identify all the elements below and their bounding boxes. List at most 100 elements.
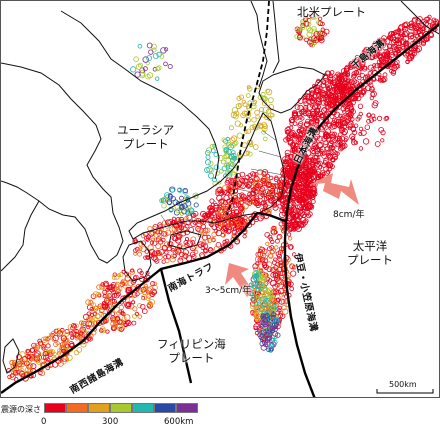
epicenter: [259, 251, 267, 259]
epicenter: [303, 17, 309, 23]
epicenter: [167, 246, 172, 252]
epicenter: [270, 279, 277, 287]
epicenter: [274, 321, 280, 327]
epicenter: [146, 42, 153, 49]
epicenter: [258, 107, 264, 113]
epicenter: [294, 34, 299, 39]
epicenter: [415, 45, 422, 52]
epicenter: [294, 185, 300, 192]
epicenter: [56, 351, 62, 356]
epicenter: [161, 196, 168, 203]
pacific-arrow: [309, 173, 359, 205]
epicenter: [270, 267, 276, 273]
legend-title: 震源の深さ: [1, 405, 41, 414]
epicenter: [289, 167, 295, 173]
epicenter: [151, 289, 157, 295]
epicenter: [315, 150, 322, 157]
coastline-kyushu: [122, 240, 152, 282]
coastline-korea-west: [1, 200, 40, 272]
epicenter: [371, 76, 376, 81]
epicenter: [274, 245, 279, 250]
epicenter: [113, 306, 121, 313]
epicenter: [239, 225, 245, 231]
epicenter: [246, 181, 253, 188]
epicenter: [351, 139, 357, 146]
legend-tick-0: 0: [41, 417, 47, 427]
epicenter: [160, 47, 167, 54]
epicenter: [328, 145, 333, 150]
epicenter: [302, 187, 308, 193]
epicenter: [142, 56, 149, 63]
epicenter: [305, 194, 311, 199]
epicenter: [62, 342, 69, 350]
epicenter: [287, 174, 292, 180]
epicenter: [300, 199, 307, 206]
epicenter: [164, 258, 170, 264]
epicenter: [380, 138, 385, 143]
epicenter: [137, 268, 143, 274]
epicenter: [82, 313, 90, 321]
epicenter: [259, 281, 266, 288]
epicenter: [340, 68, 347, 75]
epicenter: [297, 171, 303, 177]
epicenter: [215, 229, 222, 237]
epicenter: [314, 104, 319, 109]
epicenter: [331, 79, 338, 86]
epicenter: [317, 135, 323, 142]
epicenter: [310, 120, 317, 127]
epicenter: [228, 219, 234, 226]
epicenter: [235, 103, 242, 110]
epicenter: [303, 218, 309, 224]
epicenter: [319, 28, 326, 35]
epicenter: [118, 272, 124, 277]
epicenter: [260, 314, 265, 319]
epicenter: [265, 88, 270, 94]
epicenter: [225, 141, 231, 147]
epicenter: [157, 251, 163, 257]
epicenter: [144, 249, 149, 254]
epicenter: [113, 273, 120, 280]
epicenter: [249, 124, 255, 131]
epicenter: [167, 64, 173, 70]
epicenter: [302, 107, 308, 113]
epicenter: [114, 281, 121, 288]
epicenter: [289, 121, 294, 127]
epicenter: [112, 292, 118, 298]
epicenter: [179, 205, 185, 211]
legend-color-bar: [44, 403, 198, 413]
epicenter: [275, 289, 281, 295]
epicenter: [311, 26, 317, 32]
legend-tick-300: 300: [102, 417, 119, 427]
epicenter: [423, 16, 430, 24]
epicenter: [347, 121, 354, 128]
epicenter: [325, 128, 331, 135]
epicenter: [155, 243, 162, 250]
epicenter: [286, 173, 293, 179]
epicenter: [267, 208, 272, 214]
epicenter: [276, 179, 281, 184]
epicenter-layer: [6, 13, 439, 382]
epicenter: [306, 202, 313, 209]
epicenter: [298, 210, 305, 217]
epicenter: [304, 176, 309, 181]
epicenter: [272, 204, 279, 211]
epicenter: [245, 200, 251, 206]
epicenter: [150, 281, 156, 287]
epicenter: [366, 49, 372, 54]
epicenter: [25, 353, 31, 359]
epicenter: [193, 249, 199, 255]
epicenter: [254, 305, 261, 312]
epicenter: [301, 204, 307, 211]
label-philippine-rate: 3～5cm/年: [205, 286, 252, 296]
depth-legend: 震源の深さ 0 300 600km: [0, 398, 440, 430]
epicenter: [365, 54, 372, 61]
epicenter: [282, 167, 288, 173]
epicenter: [393, 61, 398, 66]
epicenter: [350, 125, 357, 132]
epicenter: [323, 111, 329, 117]
epicenter: [341, 114, 346, 119]
epicenter: [146, 293, 152, 299]
epicenter: [222, 225, 227, 230]
label-pacific-line2: プレート: [347, 253, 393, 267]
epicenter: [339, 127, 344, 132]
